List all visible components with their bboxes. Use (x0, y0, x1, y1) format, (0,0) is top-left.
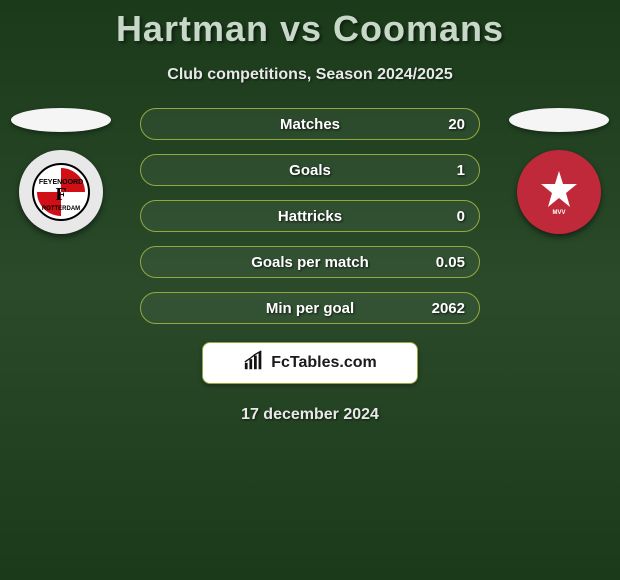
stats-list: Matches 20 Goals 1 Hattricks 0 Goals per… (140, 108, 480, 324)
date-label: 17 december 2024 (0, 406, 620, 424)
svg-text:F: F (56, 184, 67, 204)
stat-label: Min per goal (141, 300, 479, 317)
stat-value-right: 2062 (432, 300, 465, 317)
stat-row-goals: Goals 1 (140, 154, 480, 186)
stat-value-right: 20 (448, 116, 465, 133)
stat-row-min-per-goal: Min per goal 2062 (140, 292, 480, 324)
stat-row-matches: Matches 20 (140, 108, 480, 140)
feyenoord-crest-icon: FEYENOORD ROTTERDAM F (19, 150, 103, 234)
svg-text:MVV: MVV (552, 210, 565, 216)
brand-badge[interactable]: FcTables.com (202, 342, 418, 384)
stat-label: Hattricks (141, 208, 479, 225)
stat-value-right: 1 (457, 162, 465, 179)
stat-value-right: 0.05 (436, 254, 465, 271)
bar-chart-icon (243, 350, 265, 377)
player-left: FEYENOORD ROTTERDAM F (6, 108, 116, 234)
player-right-placeholder (509, 108, 609, 132)
stat-label: Goals (141, 162, 479, 179)
stat-label: Matches (141, 116, 479, 133)
mvv-crest-icon: MVV (517, 150, 601, 234)
stat-row-hattricks: Hattricks 0 (140, 200, 480, 232)
comparison-panel: FEYENOORD ROTTERDAM F MVV Matches 20 Goa… (0, 108, 620, 424)
player-right: MVV (504, 108, 614, 234)
svg-text:ROTTERDAM: ROTTERDAM (42, 206, 80, 212)
page-title: Hartman vs Coomans (0, 0, 620, 50)
player-left-placeholder (11, 108, 111, 132)
brand-text: FcTables.com (271, 354, 377, 372)
stat-label: Goals per match (141, 254, 479, 271)
subtitle: Club competitions, Season 2024/2025 (0, 66, 620, 84)
stat-value-right: 0 (457, 208, 465, 225)
stat-row-goals-per-match: Goals per match 0.05 (140, 246, 480, 278)
